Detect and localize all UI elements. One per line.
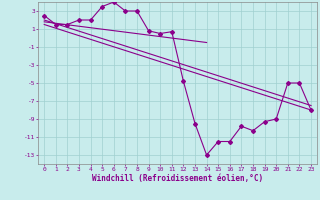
X-axis label: Windchill (Refroidissement éolien,°C): Windchill (Refroidissement éolien,°C) [92, 174, 263, 183]
